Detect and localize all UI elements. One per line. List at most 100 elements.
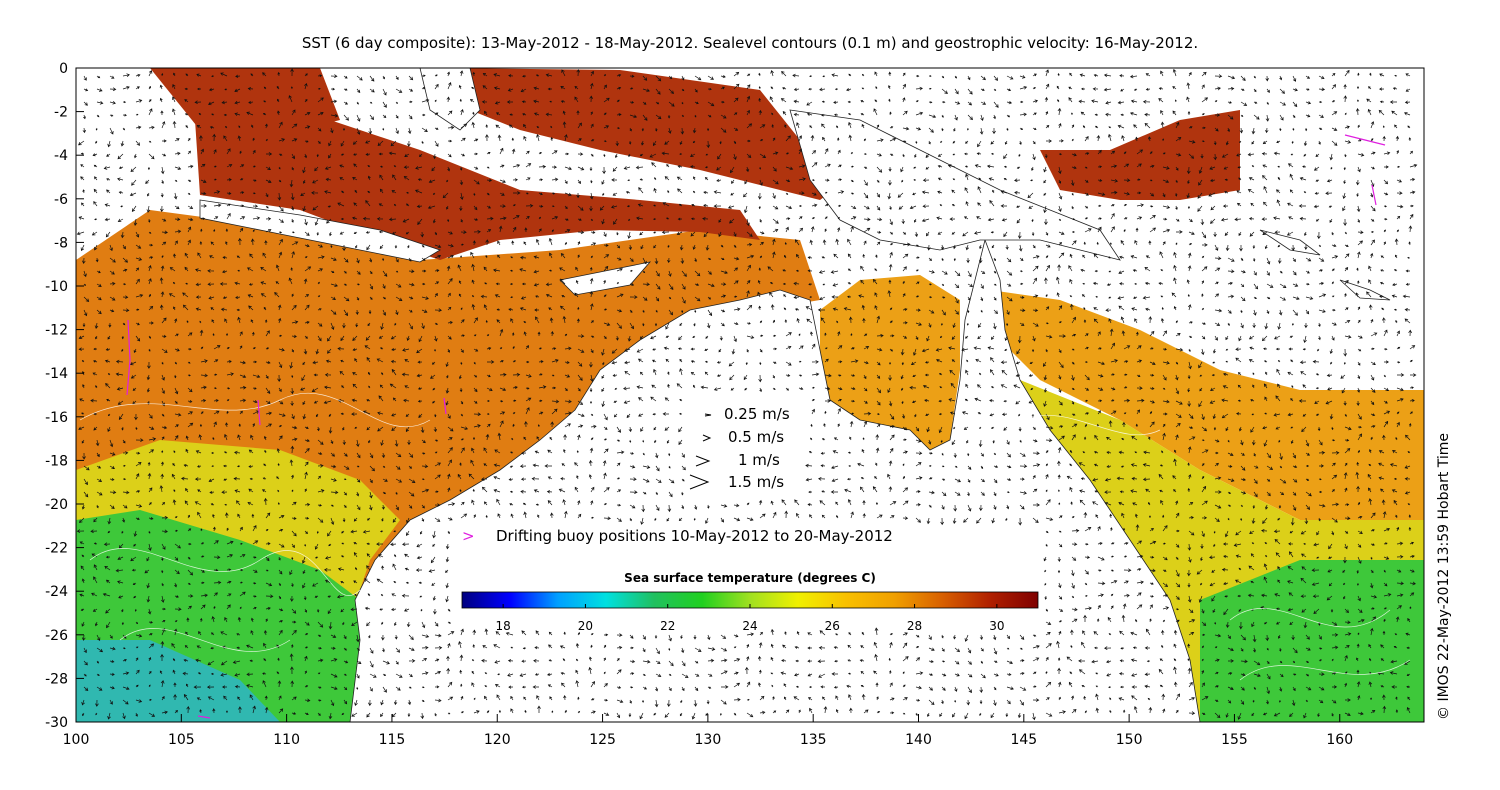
velocity-arrow — [1136, 398, 1145, 403]
velocity-arrow — [668, 101, 675, 107]
y-tick-label: -20 — [45, 497, 68, 513]
velocity-arrow — [637, 358, 644, 363]
velocity-arrow — [1145, 307, 1151, 311]
velocity-arrow — [223, 464, 228, 468]
velocity-arrow — [201, 204, 207, 208]
velocity-arrow — [1110, 359, 1118, 363]
velocity-arrow — [1097, 226, 1102, 233]
velocity-arrow — [291, 348, 294, 353]
velocity-arrow — [239, 331, 243, 337]
velocity-arrow — [278, 361, 283, 369]
velocity-arrow — [1225, 244, 1230, 252]
velocity-arrow — [1331, 84, 1337, 90]
velocity-arrow — [107, 413, 111, 417]
velocity-arrow — [403, 165, 410, 169]
velocity-arrow — [980, 270, 986, 274]
velocity-arrow — [704, 371, 709, 376]
velocity-arrow — [1033, 503, 1040, 507]
velocity-arrow — [1172, 68, 1177, 77]
velocity-arrow — [668, 452, 671, 457]
velocity-arrow — [1097, 204, 1102, 207]
velocity-arrow — [161, 502, 166, 506]
velocity-arrow — [395, 114, 399, 119]
velocity-arrow — [94, 218, 98, 221]
velocity-arrow — [249, 253, 254, 259]
velocity-arrow — [642, 257, 647, 265]
velocity-arrow — [1001, 369, 1008, 376]
velocity-arrow — [1370, 436, 1373, 441]
velocity-arrow — [1175, 166, 1179, 171]
velocity-arrow — [159, 304, 164, 311]
velocity-arrow — [747, 139, 751, 143]
velocity-arrow — [629, 283, 635, 286]
velocity-arrow — [135, 140, 141, 146]
velocity-arrow — [212, 333, 215, 337]
velocity-arrow — [1149, 151, 1153, 155]
velocity-arrow — [564, 242, 567, 246]
velocity-arrow — [549, 100, 553, 103]
velocity-arrow — [1404, 318, 1411, 324]
velocity-arrow — [772, 238, 776, 246]
velocity-arrow — [872, 486, 878, 493]
velocity-arrow — [990, 335, 995, 340]
velocity-arrow — [330, 309, 337, 315]
velocity-arrow — [1394, 254, 1398, 259]
velocity-arrow — [83, 491, 89, 498]
velocity-arrow — [96, 465, 102, 469]
velocity-arrow — [680, 257, 685, 264]
velocity-arrow — [861, 448, 865, 454]
velocity-arrow — [992, 189, 995, 194]
velocity-arrow — [1136, 163, 1142, 168]
velocity-arrow — [434, 140, 439, 147]
velocity-arrow — [928, 127, 934, 133]
velocity-arrow — [525, 345, 530, 350]
velocity-arrow — [356, 452, 361, 459]
velocity-arrow — [655, 309, 658, 313]
velocity-arrow — [1175, 121, 1180, 129]
velocity-arrow — [1251, 165, 1255, 168]
velocity-arrow — [93, 426, 98, 431]
velocity-arrow — [850, 205, 857, 210]
velocity-arrow — [1122, 421, 1126, 428]
velocity-arrow — [81, 504, 85, 510]
velocity-arrow — [733, 97, 739, 103]
velocity-arrow — [772, 151, 779, 156]
velocity-arrow — [538, 216, 541, 220]
velocity-arrow — [1058, 305, 1063, 311]
velocity-arrow — [1266, 296, 1271, 300]
velocity-arrow — [511, 137, 514, 142]
velocity-arrow — [876, 217, 883, 222]
velocity-arrow — [1095, 125, 1099, 129]
velocity-arrow — [493, 268, 501, 273]
velocity-arrow — [1357, 139, 1362, 142]
velocity-arrow — [1253, 491, 1258, 498]
velocity-arrow — [493, 489, 501, 493]
velocity-arrow — [473, 166, 479, 170]
velocity-arrow — [1331, 231, 1334, 236]
velocity-arrow — [499, 400, 504, 403]
velocity-arrow — [377, 140, 384, 146]
velocity-arrow — [1292, 127, 1295, 131]
velocity-arrow — [746, 95, 751, 103]
velocity-arrow — [182, 292, 189, 298]
velocity-arrow — [1405, 88, 1411, 92]
velocity-arrow — [921, 190, 930, 195]
velocity-arrow — [837, 190, 845, 194]
velocity-arrow — [330, 439, 334, 445]
velocity-arrow — [1290, 359, 1294, 363]
velocity-arrow — [676, 176, 683, 181]
velocity-arrow — [434, 335, 438, 342]
velocity-arrow — [129, 361, 137, 366]
velocity-arrow — [291, 489, 294, 493]
velocity-arrow — [1357, 166, 1361, 173]
velocity-arrow — [757, 279, 761, 285]
velocity-arrow — [832, 450, 839, 454]
velocity-arrow — [874, 99, 878, 103]
velocity-arrow — [83, 465, 90, 471]
velocity-arrow — [1275, 189, 1281, 194]
velocity-arrow — [499, 387, 507, 392]
velocity-arrow — [909, 205, 917, 210]
velocity-arrow — [337, 202, 345, 207]
velocity-arrow — [1383, 387, 1390, 392]
velocity-arrow — [1317, 348, 1320, 352]
